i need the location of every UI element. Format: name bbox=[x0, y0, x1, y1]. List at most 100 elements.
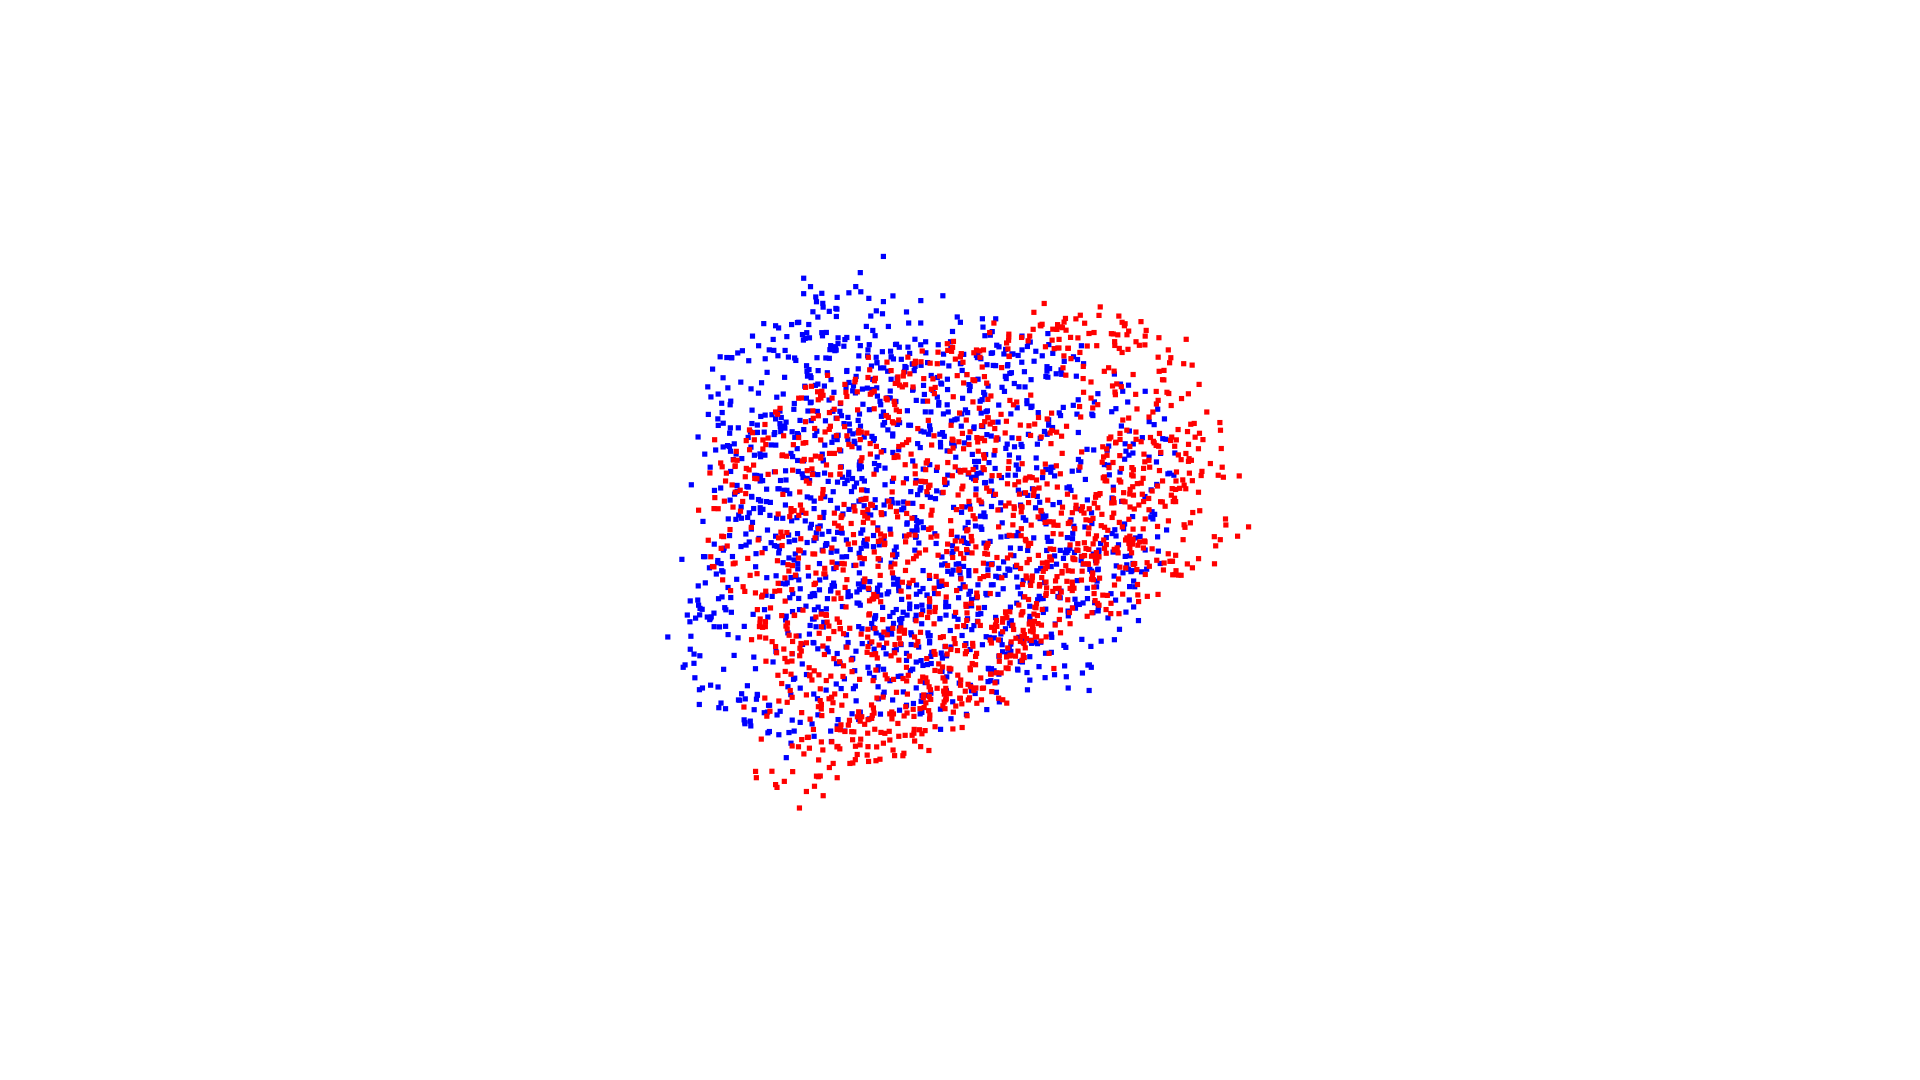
red-point-gen-87 bbox=[1092, 536, 1098, 542]
red-point-gen-719 bbox=[1106, 436, 1112, 442]
red-point-gen-522 bbox=[874, 593, 880, 600]
blue-point-gen-50 bbox=[896, 707, 903, 713]
red-point-gen-1013 bbox=[900, 480, 907, 486]
blue-point-gen-715 bbox=[959, 632, 965, 639]
blue-point-gen-431 bbox=[1029, 640, 1035, 646]
blue-point-gen-35 bbox=[697, 612, 703, 618]
red-point-gen-432 bbox=[911, 634, 918, 640]
blue-point-gen-1250 bbox=[763, 498, 770, 505]
red-point-62 bbox=[1219, 464, 1225, 470]
red-point-gen-1002 bbox=[748, 524, 754, 530]
red-point-gen-1281 bbox=[1114, 381, 1120, 387]
red-point-gen-521 bbox=[842, 584, 848, 591]
blue-point-gen-812 bbox=[716, 624, 723, 630]
red-point-gen-135 bbox=[1044, 481, 1050, 487]
red-point-gen-235 bbox=[960, 359, 966, 365]
red-point-gen-1250 bbox=[884, 359, 890, 365]
red-point-gen-212 bbox=[940, 489, 946, 495]
blue-point-gen-527 bbox=[721, 666, 727, 672]
blue-point-gen-164 bbox=[820, 514, 826, 521]
red-point-gen-1353 bbox=[784, 620, 791, 626]
red-point-gen-607 bbox=[851, 504, 857, 510]
red-point-gen-489 bbox=[865, 758, 872, 765]
red-point-gen-1172 bbox=[1112, 392, 1119, 398]
red-point-gen-30 bbox=[1043, 591, 1049, 597]
red-point-gen-929 bbox=[820, 491, 826, 497]
red-point-gen-250 bbox=[858, 497, 864, 503]
blue-point-gen-695 bbox=[843, 537, 850, 543]
red-point-gen-982 bbox=[1019, 581, 1026, 588]
blue-point-gen-648 bbox=[1033, 455, 1039, 461]
red-point-gen-1 bbox=[837, 464, 844, 470]
blue-point-gen-722 bbox=[1122, 456, 1128, 462]
red-point-gen-938 bbox=[877, 531, 884, 537]
red-point-gen-1202 bbox=[1129, 541, 1136, 547]
blue-point-gen-1098 bbox=[859, 626, 865, 632]
blue-point-gen-707 bbox=[791, 728, 797, 734]
blue-point-gen-815 bbox=[940, 293, 946, 299]
blue-point-gen-967 bbox=[879, 311, 886, 317]
blue-point-gen-478 bbox=[910, 700, 917, 707]
red-point-gen-803 bbox=[982, 419, 988, 425]
red-point-gen-572 bbox=[848, 520, 854, 527]
blue-point-gen-149 bbox=[878, 632, 884, 638]
blue-point-gen-1298 bbox=[1108, 591, 1114, 597]
blue-point-gen-198 bbox=[687, 598, 693, 604]
blue-point-gen-499 bbox=[757, 473, 764, 479]
red-point-gen-106 bbox=[754, 607, 760, 613]
red-point-gen-970 bbox=[853, 562, 859, 568]
blue-point-gen-618 bbox=[782, 468, 789, 474]
red-point-gen-1159 bbox=[800, 607, 806, 613]
red-point-gen-315 bbox=[1079, 568, 1085, 574]
blue-point-gen-796 bbox=[1028, 377, 1034, 383]
red-point-gen-1166 bbox=[928, 696, 934, 702]
red-point-gen-1303 bbox=[945, 347, 951, 353]
blue-point-gen-377 bbox=[1015, 487, 1021, 493]
red-point-gen-1356 bbox=[881, 541, 887, 548]
blue-point-gen-1184 bbox=[866, 670, 873, 676]
red-point-gen-1216 bbox=[961, 380, 967, 386]
blue-point-gen-1163 bbox=[918, 428, 924, 434]
red-point-gen-165 bbox=[904, 691, 911, 697]
red-point-gen-330 bbox=[900, 675, 906, 682]
red-point-gen-559 bbox=[845, 541, 851, 547]
blue-point-gen-472 bbox=[728, 609, 734, 615]
red-point-gen-191 bbox=[915, 638, 921, 645]
red-point-gen-651 bbox=[1161, 560, 1167, 566]
blue-point-gen-191 bbox=[1013, 462, 1019, 468]
red-point-gen-1171 bbox=[1084, 613, 1090, 619]
red-point-gen-1272 bbox=[763, 588, 769, 594]
blue-point-gen-1112 bbox=[844, 368, 850, 375]
red-point-gen-838 bbox=[775, 411, 781, 417]
red-point-gen-1137 bbox=[950, 554, 956, 561]
blue-point-gen-912 bbox=[782, 347, 788, 354]
red-point-gen-1064 bbox=[1069, 605, 1076, 611]
blue-point-gen-1172 bbox=[939, 554, 945, 560]
blue-point-gen-496 bbox=[1131, 604, 1137, 610]
blue-point-gen-763 bbox=[912, 515, 918, 521]
blue-point-gen-580 bbox=[1146, 454, 1152, 460]
red-point-gen-738 bbox=[1119, 524, 1125, 530]
red-point-gen-353 bbox=[848, 657, 854, 663]
blue-point-40 bbox=[1081, 361, 1087, 367]
blue-point-gen-1018 bbox=[727, 497, 733, 503]
blue-point-gen-448 bbox=[870, 532, 877, 539]
red-point-gen-637 bbox=[1077, 312, 1083, 318]
blue-point-gen-1011 bbox=[808, 375, 814, 381]
red-point-gen-486 bbox=[926, 747, 932, 754]
blue-point-gen-913 bbox=[931, 590, 938, 597]
red-point-gen-542 bbox=[961, 623, 967, 629]
blue-point-gen-827 bbox=[920, 567, 926, 574]
blue-point-gen-966 bbox=[773, 442, 779, 448]
red-point-gen-109 bbox=[922, 479, 929, 485]
red-point-gen-794 bbox=[1093, 533, 1100, 539]
red-point-gen-1012 bbox=[824, 619, 830, 625]
red-point-gen-644 bbox=[836, 619, 843, 625]
red-point-gen-1046 bbox=[1043, 579, 1049, 585]
red-point-gen-1213 bbox=[1156, 430, 1163, 437]
red-point-gen-1357 bbox=[1004, 615, 1010, 621]
blue-point-54 bbox=[857, 270, 863, 276]
red-point-gen-131 bbox=[1168, 402, 1174, 409]
blue-point-gen-1304 bbox=[949, 551, 955, 557]
blue-point-gen-586 bbox=[1014, 405, 1020, 411]
